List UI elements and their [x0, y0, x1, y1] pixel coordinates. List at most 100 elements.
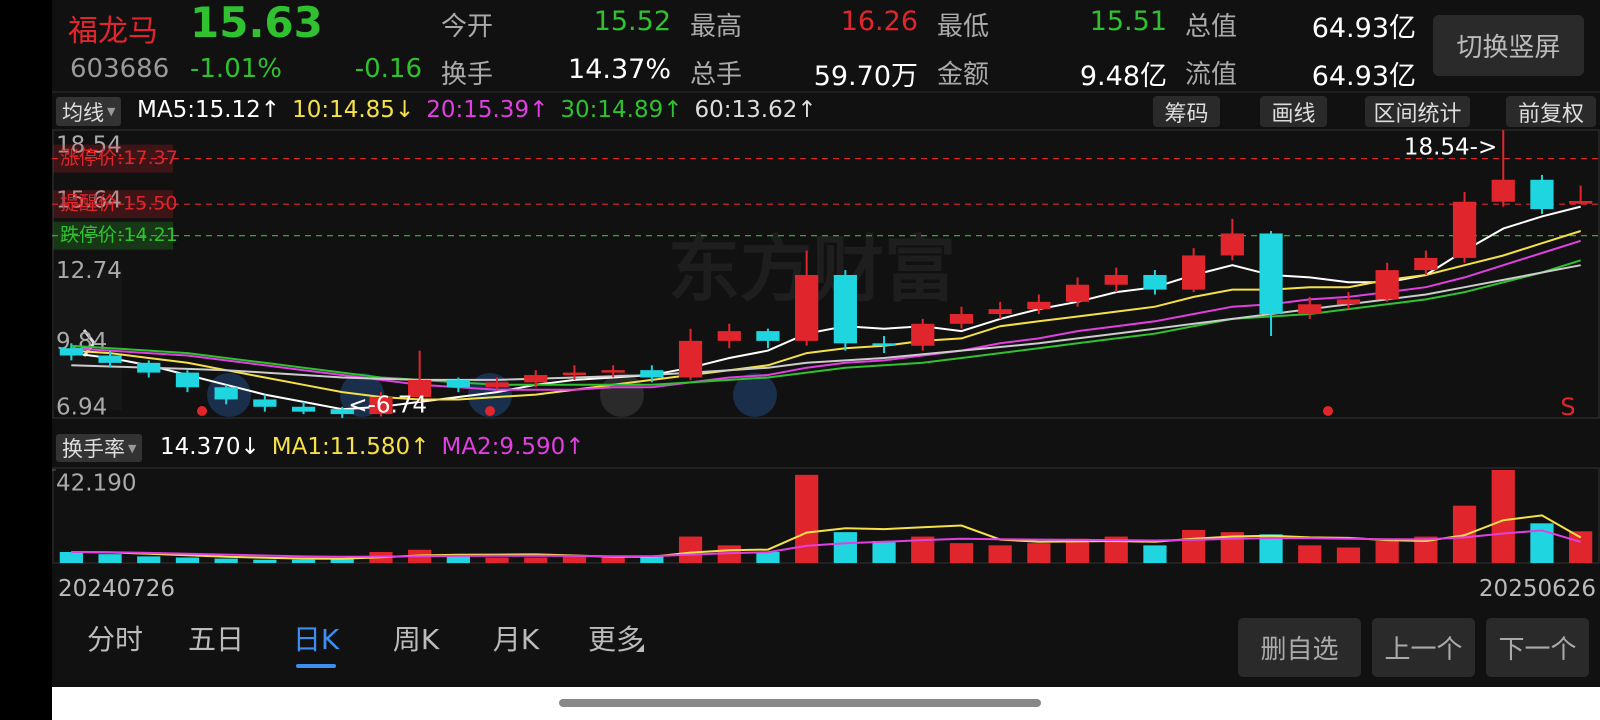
volume-bar: [1259, 534, 1283, 563]
price-line-label: 提醒价 15.50: [60, 193, 177, 215]
candle-body: [137, 362, 161, 373]
volume-bar: [137, 556, 161, 563]
volume-bar: [175, 557, 200, 563]
period-tab[interactable]: 五日: [187, 623, 244, 656]
stat-label: 最高: [690, 12, 743, 42]
period-tab[interactable]: 日K: [292, 623, 340, 656]
volume-bar: [795, 474, 819, 563]
candle-body: [1220, 233, 1244, 256]
y-tick-label: 42.190: [56, 471, 136, 497]
tool-button[interactable]: 区间统计: [1365, 96, 1470, 127]
candle-body: [214, 387, 238, 400]
volume-selector-label: 换手率: [62, 437, 125, 461]
volume-bar: [1104, 536, 1128, 563]
legend-item: 20:15.39↑: [426, 97, 549, 123]
volume-bar: [330, 558, 354, 563]
stat-label: 今开: [441, 12, 494, 42]
volume-bar: [1027, 543, 1051, 563]
volume-bar: [1530, 523, 1554, 563]
ma-line: [71, 205, 1581, 411]
candle-body: [795, 274, 819, 341]
ma-legend: MA5:15.12↑ 10:14.85↓ 20:15.39↑ 30:14.89↑ 60:…: [137, 97, 817, 123]
price-line-tag: [53, 190, 173, 219]
price-line-label: 跌停价:14.21: [60, 224, 178, 246]
home-indicator: [559, 699, 1041, 707]
volume-bar: [678, 536, 703, 563]
action-button[interactable]: 上一个: [1372, 618, 1475, 677]
volume-bar: [253, 559, 277, 563]
start-date: 20240726: [58, 576, 176, 602]
candle-body: [485, 382, 509, 388]
candle-body: [98, 355, 122, 363]
volume-bar: [59, 551, 83, 563]
volume-bar: [1491, 470, 1515, 563]
stock-code: 603686: [70, 54, 170, 84]
candle-body: [756, 331, 780, 341]
candle-body: [678, 340, 703, 378]
y-tick-label: 6.94: [56, 395, 107, 421]
volume-bar: [1298, 545, 1322, 563]
candle-body: [369, 397, 393, 415]
legend-item: MA2:9.590↑: [441, 434, 585, 460]
legend-item: 14.370↓: [160, 434, 260, 460]
candle-body: [717, 331, 741, 341]
candle-body: [59, 348, 83, 356]
stat-value: 59.70万: [813, 61, 918, 92]
candle-body: [1336, 299, 1361, 305]
legend-item: MA1:11.580↑: [271, 434, 430, 460]
candle-body: [1569, 201, 1593, 204]
volume-bar: [1143, 545, 1167, 563]
legend-item: 60:13.62↑: [694, 97, 817, 123]
end-date: 20250626: [1478, 576, 1596, 602]
candle-body: [446, 379, 470, 388]
period-tab[interactable]: 月K: [492, 623, 540, 656]
tool-button[interactable]: 前复权: [1506, 96, 1596, 127]
period-tab[interactable]: 更多: [587, 623, 644, 656]
volume-bar: [562, 556, 587, 563]
legend-item: 30:14.89↑: [560, 97, 683, 123]
stat-label: 总值: [1185, 12, 1238, 42]
candle-body: [175, 372, 200, 388]
legend-item: 10:14.85↓: [292, 97, 415, 123]
action-button[interactable]: 下一个: [1486, 618, 1589, 677]
signal-dot: [485, 406, 495, 416]
volume-bar: [756, 551, 780, 563]
price-line-label: 涨停价:17.37: [60, 147, 178, 169]
tool-button[interactable]: 筹码: [1153, 96, 1220, 127]
nav-circle[interactable]: [733, 373, 777, 417]
volume-selector[interactable]: 换手率 ▼: [56, 434, 143, 462]
candle-body: [1530, 179, 1554, 210]
stat-label: 金额: [937, 60, 990, 90]
tool-button[interactable]: 画线: [1260, 96, 1327, 127]
candle-body: [601, 370, 625, 373]
candle-body: [1259, 233, 1283, 315]
candle-body: [1298, 304, 1322, 315]
volume-frame: [52, 467, 1600, 564]
period-tab[interactable]: 分时: [86, 623, 143, 656]
nav-circle[interactable]: [600, 373, 644, 417]
stat-value: 16.26: [840, 6, 918, 37]
candle-body: [1452, 201, 1477, 258]
volume-bar: [1336, 547, 1361, 563]
ma-line: [71, 230, 1582, 401]
ma-selector[interactable]: 均线 ▼: [56, 97, 122, 126]
volume-bar: [833, 532, 857, 563]
candle-body: [833, 274, 857, 344]
candle-body: [988, 309, 1012, 315]
candle-body: [253, 399, 277, 407]
period-tab[interactable]: 周K: [392, 623, 440, 656]
action-button[interactable]: 删自选: [1238, 618, 1361, 677]
volume-bar: [1065, 538, 1090, 563]
stock-name: 福龙马: [68, 14, 158, 49]
candle-body: [1065, 284, 1090, 302]
stat-value: 9.48亿: [1079, 61, 1167, 92]
stat-label: 总手: [690, 60, 743, 90]
signal-dot: [197, 406, 207, 416]
orientation-button[interactable]: 切换竖屏: [1433, 15, 1584, 76]
candle-body: [1182, 255, 1206, 290]
volume-bar: [911, 536, 935, 563]
volume-ma-line: [71, 529, 1581, 558]
stat-value: 64.93亿: [1311, 61, 1416, 92]
volume-bar: [291, 559, 316, 563]
change-pct: -1.01%: [190, 54, 282, 84]
